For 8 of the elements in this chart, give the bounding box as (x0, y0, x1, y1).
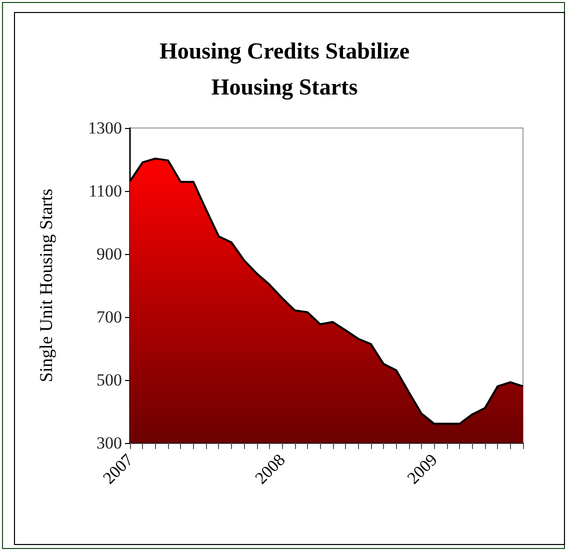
y-tick-label: 1300 (88, 118, 122, 138)
chart-title: Housing Credits Stabilize Housing Starts (159, 38, 410, 100)
y-tick-label: 1100 (88, 182, 122, 200)
y-tick-label: 500 (96, 370, 122, 390)
y-tick-label: 900 (96, 244, 122, 264)
y-tick-label: 300 (96, 434, 122, 452)
y-tick-label: 700 (96, 308, 122, 326)
y-axis-title: Single Unit Housing Starts (36, 188, 56, 382)
